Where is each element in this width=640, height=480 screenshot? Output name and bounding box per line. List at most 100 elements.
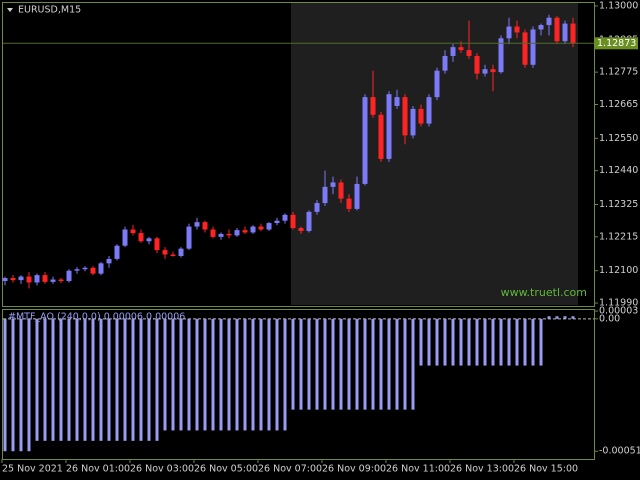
y-tick-label: 1.11990 xyxy=(599,298,638,309)
candle-body xyxy=(474,55,480,74)
histogram-bar xyxy=(91,318,95,441)
histogram-bar xyxy=(275,318,279,431)
candle-body xyxy=(114,245,120,259)
histogram-bar xyxy=(475,318,479,366)
x-tick-label: 26 Nov 09:00 xyxy=(322,464,386,475)
histogram-bar xyxy=(99,318,103,441)
histogram-bar xyxy=(515,318,519,366)
symbol-label: EURUSD,M15 xyxy=(18,5,81,16)
candle-body xyxy=(10,278,16,281)
candle-body xyxy=(418,108,424,124)
x-tick-label: 26 Nov 01:00 xyxy=(66,464,130,475)
candle-body xyxy=(378,114,384,159)
histogram-bar xyxy=(219,318,223,431)
y-tick-label: 1.12775 xyxy=(599,67,638,78)
y-tick-label: 1.12215 xyxy=(599,231,638,242)
histogram-bar xyxy=(371,318,375,410)
histogram-bar xyxy=(51,318,55,441)
histogram-bar xyxy=(523,318,527,366)
candle-body xyxy=(210,229,216,237)
histogram-bar xyxy=(59,318,63,441)
candle-body xyxy=(570,23,576,44)
x-tick-label: 26 Nov 05:00 xyxy=(194,464,258,475)
candle-body xyxy=(122,229,128,246)
histogram-bar xyxy=(83,318,87,441)
histogram-bar xyxy=(427,318,431,366)
histogram-bar xyxy=(123,318,127,441)
candle-body xyxy=(250,226,256,233)
candle-body xyxy=(386,94,392,159)
candle-body xyxy=(514,26,520,33)
candle-body xyxy=(306,211,312,231)
candle-body xyxy=(458,47,464,51)
histogram-bar xyxy=(267,318,271,431)
candle-body xyxy=(466,50,472,56)
candle-body xyxy=(394,97,400,106)
histogram-bar xyxy=(211,318,215,431)
histogram-bar xyxy=(483,318,487,366)
histogram-bar xyxy=(459,318,463,366)
candle-body xyxy=(234,230,240,236)
candle-body xyxy=(354,183,360,209)
y-tick-label: 1.12100 xyxy=(599,265,638,276)
histogram-bar xyxy=(443,318,447,366)
candle-body xyxy=(546,17,552,26)
histogram-bar xyxy=(547,316,551,319)
candle-body xyxy=(138,233,144,242)
candle-body xyxy=(154,238,160,251)
candle-body xyxy=(162,250,168,255)
candle-body xyxy=(330,182,336,187)
histogram-bar xyxy=(291,318,295,410)
histogram-bar xyxy=(11,318,15,452)
histogram-bar xyxy=(3,318,7,452)
x-tick-label: 26 Nov 03:00 xyxy=(130,464,194,475)
histogram-bar xyxy=(107,318,111,441)
candle-body xyxy=(194,222,200,227)
candle-body xyxy=(290,214,296,229)
last-price-box xyxy=(594,37,638,50)
histogram-bar xyxy=(539,318,543,366)
histogram-bar xyxy=(315,318,319,410)
x-tick-label: 25 Nov 2021 xyxy=(2,464,63,475)
candle-body xyxy=(242,230,248,233)
histogram-bar xyxy=(27,318,31,452)
candle-body xyxy=(442,55,448,71)
histogram-bar xyxy=(355,318,359,410)
candle-body xyxy=(202,222,208,230)
histogram-bar xyxy=(363,318,367,410)
histogram-bar xyxy=(555,316,559,319)
histogram-bar xyxy=(251,318,255,431)
histogram-bar xyxy=(395,318,399,410)
histogram-bar xyxy=(283,318,287,431)
candle-body xyxy=(34,275,40,283)
candle-body xyxy=(522,32,528,65)
histogram-bar xyxy=(147,318,151,441)
candle-body xyxy=(130,229,136,234)
histogram-bar xyxy=(563,316,567,319)
candle-body xyxy=(82,267,88,270)
histogram-bar xyxy=(35,318,39,441)
candle-body xyxy=(170,254,176,256)
candle-body xyxy=(370,97,376,115)
histogram-bar xyxy=(139,318,143,441)
x-tick-label: 26 Nov 07:00 xyxy=(258,464,322,475)
candle-body xyxy=(402,97,408,136)
histogram-bar xyxy=(507,318,511,366)
histogram-bar xyxy=(171,318,175,431)
candle-body xyxy=(146,238,152,242)
candle-body xyxy=(282,214,288,221)
histogram-bar xyxy=(331,318,335,410)
candle-body xyxy=(538,25,544,30)
y-tick-label: 1.12550 xyxy=(599,133,638,144)
y-tick-label: 1.12665 xyxy=(599,99,638,110)
histogram-bar xyxy=(571,316,575,319)
candle-body xyxy=(314,203,320,212)
main-window-frame xyxy=(2,2,595,307)
histogram-bar xyxy=(531,318,535,366)
candle-body xyxy=(490,69,496,73)
histogram-bar xyxy=(411,318,415,410)
histogram-bar xyxy=(75,318,79,441)
candle-body xyxy=(106,258,112,264)
candle-body xyxy=(506,26,512,39)
histogram-bar xyxy=(467,318,471,366)
